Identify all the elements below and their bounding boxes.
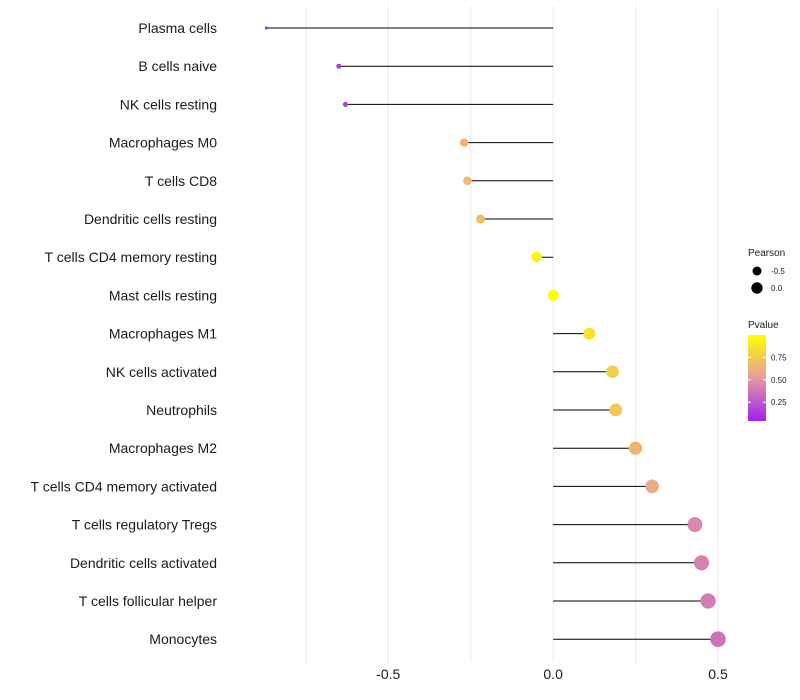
- point: [687, 517, 703, 533]
- colorbar-tick-label: 0.75: [771, 353, 787, 362]
- category-label: B cells naive: [138, 58, 217, 74]
- colorbar-tick-label: 0.25: [771, 398, 787, 407]
- x-tick-label: 0.5: [708, 666, 728, 682]
- category-label: T cells follicular helper: [79, 593, 218, 609]
- point: [342, 101, 349, 107]
- category-label: Macrophages M2: [109, 440, 217, 456]
- category-label: T cells regulatory Tregs: [72, 517, 217, 533]
- point: [476, 214, 486, 224]
- point: [463, 176, 472, 186]
- point: [628, 441, 643, 455]
- point: [645, 479, 659, 494]
- category-label: Monocytes: [149, 631, 217, 647]
- lollipop-stems: [266, 27, 718, 640]
- point: [606, 365, 619, 379]
- category-label: Neutrophils: [146, 402, 217, 418]
- point: [459, 138, 469, 147]
- category-label: Macrophages M1: [109, 326, 217, 342]
- point: [609, 403, 623, 417]
- legend: Pearson -0.5 0.0 Pvalue 0.75 0.50 0.25: [748, 248, 787, 421]
- legend-size-label: 0.0: [771, 284, 783, 293]
- pvalue-colorbar: [748, 335, 766, 421]
- legend-size-key: [751, 282, 763, 294]
- category-label: NK cells activated: [106, 364, 217, 380]
- point: [700, 593, 716, 609]
- legend-size-title: Pearson: [748, 248, 785, 259]
- legend-size-key: [752, 266, 762, 276]
- category-label: Plasma cells: [138, 20, 217, 36]
- point: [710, 631, 726, 647]
- point: [264, 26, 268, 30]
- point: [693, 555, 710, 571]
- point: [583, 327, 596, 340]
- category-label: Mast cells resting: [109, 287, 217, 303]
- point: [531, 251, 542, 263]
- legend-color-title: Pvalue: [748, 320, 779, 331]
- category-label: T cells CD8: [145, 173, 217, 189]
- category-label: Dendritic cells resting: [84, 211, 217, 227]
- category-label: T cells CD4 memory activated: [31, 478, 217, 494]
- legend-size-label: -0.5: [771, 267, 785, 276]
- category-label: NK cells resting: [120, 96, 217, 112]
- x-axis: -0.5 0.0 0.5: [376, 666, 728, 682]
- colorbar-tick-label: 0.50: [771, 376, 787, 385]
- grid-lines: [305, 6, 719, 662]
- category-label: Macrophages M0: [109, 135, 217, 151]
- point: [336, 63, 342, 69]
- lollipop-points: [264, 26, 726, 647]
- x-tick-label: -0.5: [376, 666, 400, 682]
- x-tick-label: 0.0: [543, 666, 563, 682]
- category-labels: Plasma cells B cells naive NK cells restin…: [31, 20, 218, 647]
- point: [547, 289, 559, 301]
- category-label: Dendritic cells activated: [70, 555, 217, 571]
- category-label: T cells CD4 memory resting: [45, 249, 217, 265]
